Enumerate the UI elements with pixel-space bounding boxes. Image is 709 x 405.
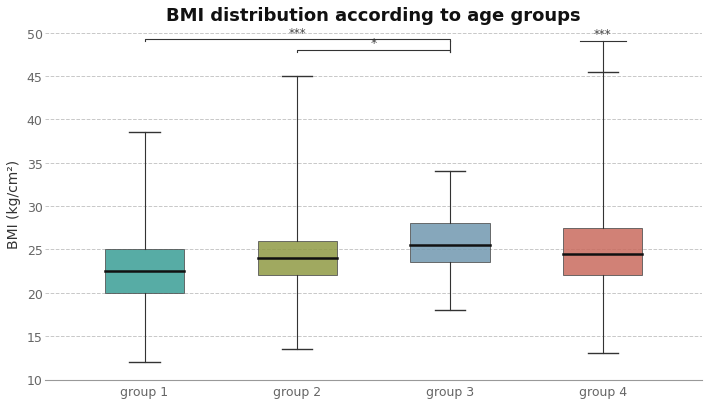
Bar	[105, 250, 184, 293]
Title: BMI distribution according to age groups: BMI distribution according to age groups	[167, 7, 581, 25]
Text: ***: ***	[289, 27, 306, 40]
Text: ***: ***	[594, 28, 612, 41]
Bar	[257, 241, 337, 276]
Text: *: *	[371, 37, 376, 50]
Y-axis label: BMI (kg/cm²): BMI (kg/cm²)	[7, 160, 21, 249]
Bar	[563, 228, 642, 276]
Bar	[411, 224, 490, 263]
